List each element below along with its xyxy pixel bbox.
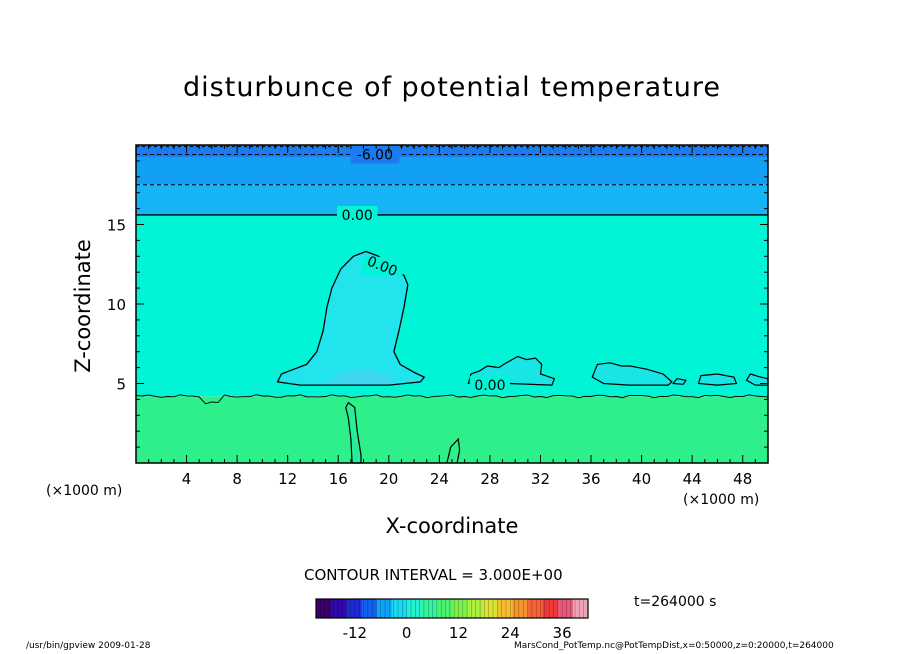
x-tick-label: 40: [632, 470, 651, 488]
contour-label-bg-4: [469, 376, 511, 395]
contour-label-2: 0.00: [342, 208, 373, 224]
y-tick-label: 5: [116, 376, 126, 394]
contour-label-bg-2: [337, 205, 378, 224]
colorbar-segment: [406, 599, 423, 618]
x-tick-label: 8: [232, 470, 242, 488]
anomaly-blob-5: [672, 378, 687, 385]
colorbar-frame: [315, 598, 589, 619]
contour-labels: -6.000.000.000.00: [337, 145, 511, 395]
x-tick-label: 32: [531, 470, 550, 488]
y-tick-label: 10: [107, 296, 126, 314]
colorbar-segment: [557, 599, 574, 618]
anomaly-blob-2: [591, 362, 673, 386]
contour-label-4: 0.00: [474, 378, 505, 394]
colorbar-segment: [421, 599, 438, 618]
contour-label-bg-1: [350, 145, 400, 164]
x-axis-label: X-coordinate: [385, 514, 519, 538]
x-tick-label: 36: [581, 470, 600, 488]
plume-core: [325, 369, 396, 385]
colorbar-tick-label: 12: [449, 624, 468, 642]
colorbar-tick-label: 0: [402, 624, 412, 642]
x-tick-label: 20: [379, 470, 398, 488]
colorbar-segment: [436, 599, 453, 618]
colorbar-segment: [482, 599, 498, 618]
upper-band-light: [136, 184, 768, 215]
x-tick-label: 28: [480, 470, 499, 488]
upper-band: [136, 157, 768, 185]
colorbar-segment: [346, 599, 362, 618]
x-tick-label: 48: [733, 470, 752, 488]
colorbar-segment: [512, 599, 529, 618]
contour-label-bg-3: [362, 256, 403, 275]
colorbar-segment: [467, 599, 483, 618]
x-tick-label: 24: [430, 470, 449, 488]
lower-field-band: [136, 396, 768, 463]
shaded-field: [136, 145, 769, 464]
colorbar-tick-label: 36: [553, 624, 572, 642]
chart-title: disturbunce of potential temperature: [183, 72, 721, 103]
x-tick-label: 16: [329, 470, 348, 488]
colorbar-tick-labels: -12 0 12 24 36: [343, 624, 572, 642]
y-tick-label: 15: [107, 217, 126, 235]
mid-field-band: [136, 214, 768, 397]
colorbar-segment: [572, 599, 589, 618]
colorbar-segment: [376, 599, 393, 618]
colorbar-segment: [452, 599, 468, 618]
colorbar-segment: [331, 599, 347, 618]
colorbar-segment: [527, 599, 544, 618]
x-unit-label-left: (×1000 m): [46, 483, 123, 499]
colorbar-segment: [316, 599, 332, 618]
colorbar-tick-label: 24: [501, 624, 520, 642]
x-tick-label: 12: [278, 470, 297, 488]
x-unit-label-right: (×1000 m): [683, 492, 760, 508]
footer-source: MarsCond_PotTemp.nc@PotTempDist,x=0:5000…: [514, 641, 834, 651]
contour-interval-label: CONTOUR INTERVAL = 3.000E+00: [304, 566, 563, 584]
anomaly-blob-3: [697, 373, 738, 386]
x-tick-labels: 4 8 12 16 20 24 28 32 36 40 44 48: [182, 470, 752, 488]
time-label: t=264000 s: [634, 594, 717, 610]
footer-command: /usr/bin/gpview 2009-01-28: [26, 641, 151, 651]
axis-ticks: [135, 144, 769, 464]
colorbar: [315, 598, 589, 619]
y-tick-labels: 5 10 15: [107, 217, 126, 394]
lower-loop-left: [345, 401, 362, 464]
colorbar-segment: [391, 599, 408, 618]
lower-loop-right: [446, 437, 461, 464]
colorbar-segment: [542, 599, 559, 618]
x-tick-label: 4: [182, 470, 192, 488]
colorbar-segment: [497, 599, 513, 618]
colorbar-segment: [361, 599, 377, 618]
contour-lines: [135, 146, 769, 464]
colorbar-tick-label: -12: [343, 624, 368, 642]
contour-lower-boundary: [135, 394, 769, 405]
contour-label-1: -6.00: [357, 148, 393, 164]
x-tick-label: 44: [683, 470, 702, 488]
